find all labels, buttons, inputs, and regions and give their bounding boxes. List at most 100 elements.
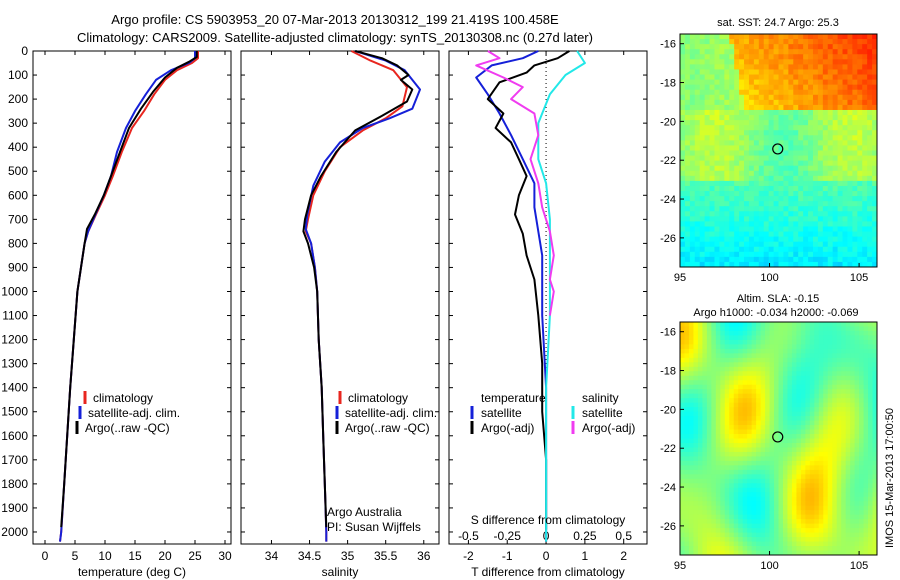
map-cell	[768, 256, 775, 263]
map-cell	[818, 348, 824, 354]
map-cell	[719, 165, 725, 172]
map-cell	[842, 34, 849, 40]
map-cell	[768, 241, 775, 248]
map-cell	[854, 366, 860, 372]
map-cell	[756, 474, 762, 480]
map-cell	[832, 59, 839, 65]
map-cell	[702, 353, 708, 359]
map-cell	[791, 335, 798, 341]
map-cell	[706, 411, 712, 417]
map-cell	[782, 384, 789, 390]
map-cell	[774, 438, 780, 444]
map-cell	[808, 196, 814, 202]
map-y-tick-label: -20	[660, 116, 676, 128]
difference-panel-frame	[448, 50, 648, 545]
map-cell	[832, 496, 838, 502]
map-cell	[729, 434, 735, 440]
map-cell	[841, 344, 847, 350]
map-cell	[872, 236, 877, 243]
map-cell	[827, 465, 833, 471]
map-cell	[720, 460, 726, 466]
map-cell	[845, 420, 851, 426]
map-cell	[791, 344, 798, 350]
map-cell	[688, 402, 695, 408]
map-cell	[684, 348, 690, 354]
map-cell	[868, 348, 874, 354]
map-cell	[768, 160, 775, 167]
map-cell	[872, 505, 877, 511]
map-cell	[711, 402, 717, 408]
map-cell	[832, 89, 839, 96]
map-cell	[774, 492, 780, 498]
map-cell	[787, 546, 793, 552]
map-cell	[747, 362, 753, 368]
map-cell	[852, 145, 858, 152]
map-cell	[809, 546, 815, 552]
map-cell	[753, 155, 760, 162]
map-cell	[765, 537, 771, 543]
map-cell	[689, 175, 696, 182]
map-cell	[850, 411, 856, 417]
map-cell	[827, 135, 834, 141]
map-cell	[693, 546, 699, 552]
map-cell	[817, 115, 824, 121]
map-cell	[753, 231, 760, 238]
map-cell	[724, 501, 730, 507]
map-cell	[788, 84, 794, 91]
map-cell	[711, 366, 717, 372]
map-cell	[765, 532, 771, 538]
map-cell	[684, 145, 691, 152]
map-cell	[751, 438, 757, 444]
map-cell	[689, 109, 696, 116]
map-cell	[809, 335, 815, 341]
map-cell	[845, 501, 851, 507]
map-cell	[729, 541, 735, 547]
map-cell	[711, 456, 717, 462]
map-cell	[751, 478, 757, 484]
map-cell	[863, 451, 869, 458]
map-cell	[778, 380, 784, 386]
map-cell	[709, 155, 716, 162]
map-cell	[859, 483, 865, 489]
map-cell	[782, 362, 789, 368]
map-cell	[684, 510, 690, 516]
map-cell	[714, 94, 720, 101]
map-cell	[814, 519, 820, 525]
map-cell	[832, 241, 839, 248]
map-cell	[857, 165, 863, 172]
map-cell	[714, 206, 720, 212]
map-cell	[742, 537, 748, 543]
map-cell	[845, 492, 851, 498]
map-cell	[857, 211, 863, 217]
map-cell	[748, 39, 755, 45]
map-cell	[763, 165, 770, 172]
map-cell	[724, 532, 730, 538]
map-cell	[783, 216, 789, 223]
map-cell	[709, 130, 716, 136]
map-cell	[709, 79, 716, 86]
map-cell	[805, 362, 811, 368]
map-cell	[808, 201, 814, 207]
map-cell	[753, 44, 760, 50]
map-cell	[748, 170, 755, 177]
map-cell	[773, 261, 780, 267]
footer-timestamp: IMOS 15-Mar-2013 17:00:50	[884, 408, 896, 548]
map-cell	[782, 451, 789, 458]
map-cell	[788, 155, 794, 162]
map-cell	[872, 353, 877, 359]
map-cell	[711, 447, 717, 453]
map-cell	[818, 398, 824, 404]
map-cell	[758, 130, 765, 136]
map-cell	[733, 348, 739, 354]
map-cell	[850, 335, 856, 341]
map-cell	[868, 411, 874, 417]
map-cell	[842, 196, 849, 202]
map-cell	[812, 196, 819, 202]
map-cell	[872, 155, 877, 162]
map-cell	[774, 371, 780, 377]
map-cell	[814, 407, 820, 413]
map-cell	[742, 371, 748, 377]
map-cell	[847, 135, 853, 141]
map-cell	[720, 357, 726, 363]
map-cell	[715, 398, 721, 404]
